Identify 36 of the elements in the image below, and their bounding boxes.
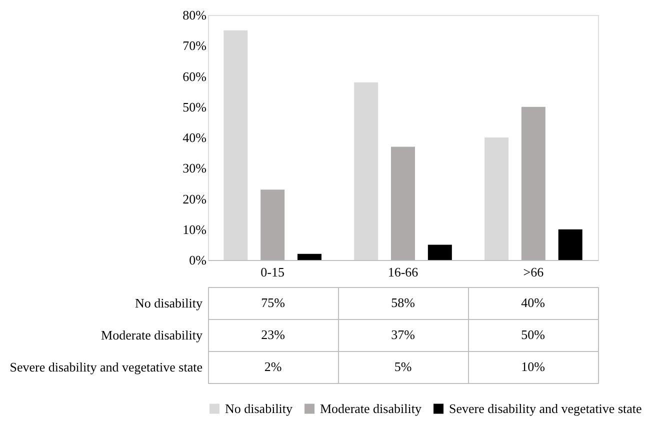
bar [260, 190, 285, 260]
bar [521, 106, 546, 260]
bar [558, 229, 582, 260]
legend-label: Moderate disability [320, 400, 422, 416]
data-label: 40% [521, 295, 546, 310]
legend-label: No disability [225, 400, 294, 416]
bar [224, 30, 248, 260]
y-tick-label: 20% [182, 191, 207, 206]
y-tick-label: 60% [182, 68, 207, 84]
data-label: 23% [261, 327, 286, 342]
x-tick-label: >66 [523, 264, 544, 280]
text: Moderate disability [101, 328, 202, 342]
data-label: 58% [391, 295, 416, 310]
data-label: 5% [394, 359, 412, 374]
bar [484, 138, 509, 260]
bar [391, 146, 415, 260]
legend-label: Severe disability and vegetative state [449, 400, 642, 416]
bar [354, 82, 378, 260]
y-tick-label: 0% [189, 252, 207, 268]
x-tick-label: 0-15 [260, 264, 284, 280]
data-label: 10% [521, 359, 546, 374]
data-label: 37% [391, 327, 416, 342]
y-tick-label: 10% [182, 222, 207, 237]
data-label: 2% [264, 359, 282, 374]
data-label: 75% [261, 295, 286, 310]
text: Severe disability and vegetative state [10, 360, 202, 374]
y-tick-label: 40% [182, 130, 207, 145]
bar [428, 244, 452, 260]
y-tick-label: 70% [182, 38, 207, 54]
y-tick-label: 30% [182, 160, 207, 176]
bar [297, 254, 322, 260]
y-tick-label: 80% [182, 8, 207, 22]
text: No disability [134, 296, 202, 310]
y-tick-label: 50% [182, 99, 207, 114]
x-tick-label: 16-66 [388, 264, 419, 280]
data-label: 50% [521, 327, 546, 342]
